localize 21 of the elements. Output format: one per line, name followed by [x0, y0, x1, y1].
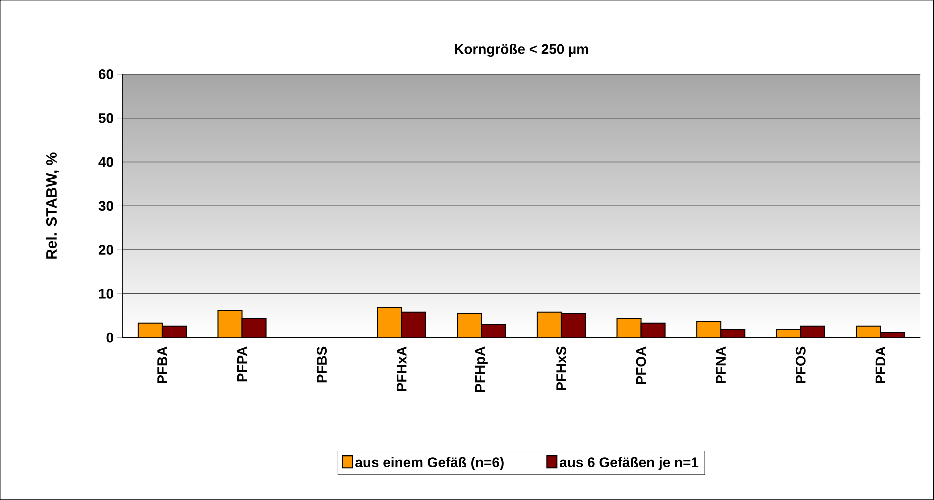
y-axis-title: Rel. STABW, %	[46, 152, 60, 259]
legend-label: aus 6 Gefäßen je n=1	[560, 457, 699, 470]
y-tick-label: 0	[106, 332, 114, 343]
x-tick-label: PFBS	[317, 346, 328, 382]
y-tick-label: 60	[99, 69, 114, 80]
y-tick-label: 40	[98, 157, 114, 167]
x-tick-label: PFOS	[796, 346, 806, 384]
x-tick-label: PFPA	[237, 346, 248, 382]
x-tick-label: PFDA	[876, 346, 886, 384]
legend-label: aus einem Gefäß (n=6)	[356, 457, 504, 470]
x-tick-label: PFHpA	[475, 346, 488, 392]
y-tick-label: 10	[99, 288, 114, 299]
x-tick-label: PFHxA	[397, 346, 407, 391]
y-tick-label: 30	[98, 200, 114, 211]
x-tick-label: PFBA	[158, 346, 168, 384]
x-tick-label: PFOA	[636, 346, 646, 384]
y-tick-label: 50	[98, 113, 114, 124]
chart-title: Korngröße < 250 µm	[455, 44, 588, 57]
x-tick-label: PFHxS	[556, 346, 566, 390]
y-tick-label: 20	[98, 244, 114, 255]
x-tick-label: PFNA	[716, 346, 726, 384]
